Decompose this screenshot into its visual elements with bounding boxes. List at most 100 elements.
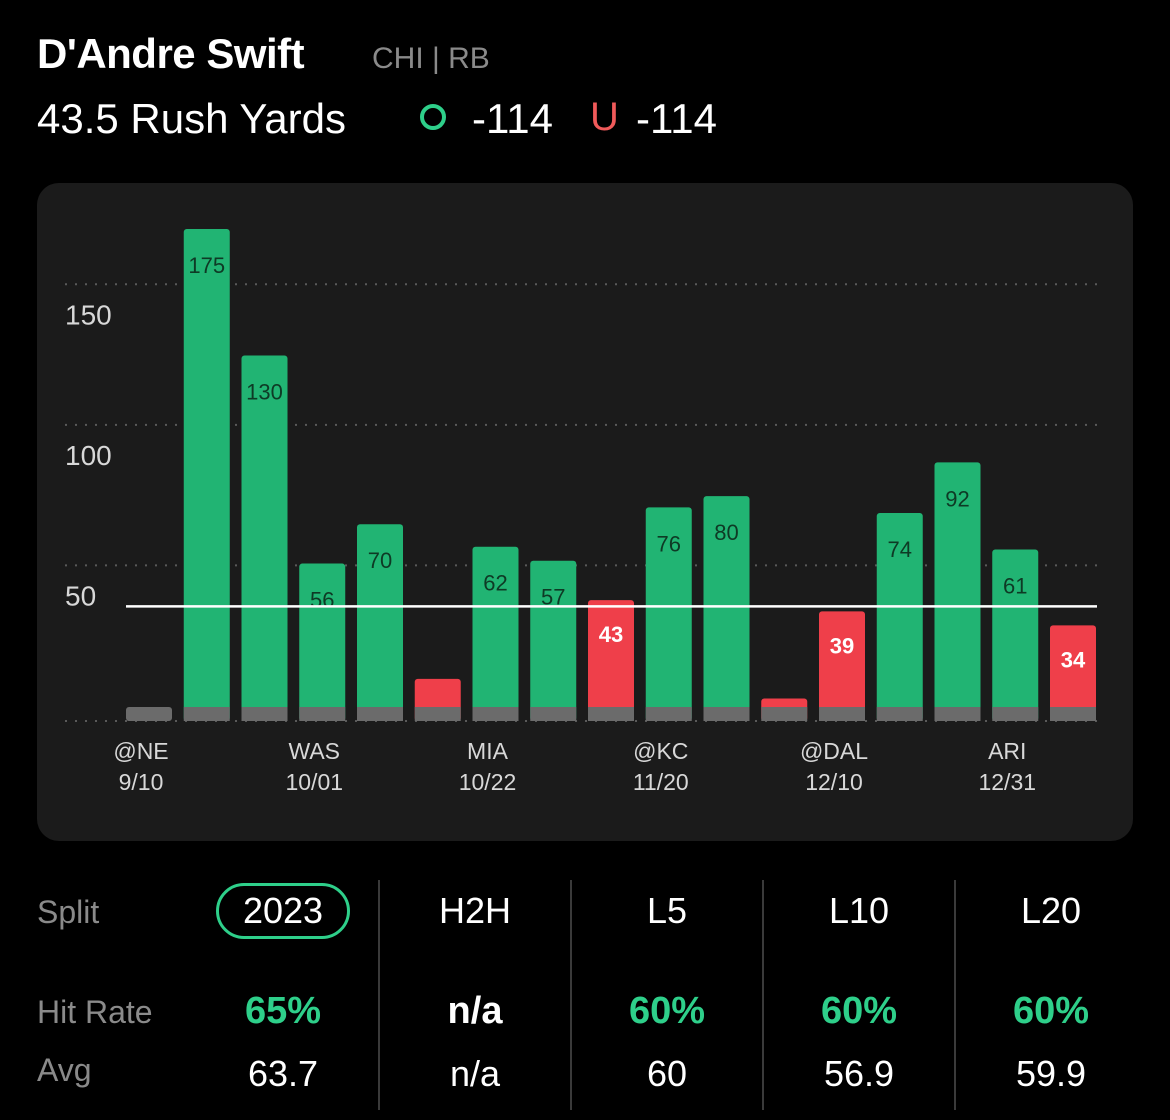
hit-rate-value: 60%	[1012, 990, 1090, 1032]
split-tab-label: 2023	[215, 883, 351, 939]
bar-base	[299, 707, 346, 721]
hit-rate-value: 60%	[820, 990, 898, 1032]
x-tick-opponent: @KC	[633, 738, 688, 764]
over-circle-icon[interactable]	[420, 104, 446, 130]
bar-value-label: 175	[188, 253, 225, 278]
avg-value: 63.7	[247, 1053, 319, 1094]
hit-rate-label: Hit Rate	[37, 994, 153, 1030]
x-tick-opponent: MIA	[467, 738, 509, 764]
column-divider	[570, 880, 572, 1110]
bar-base	[472, 707, 519, 721]
bar-value-label: 74	[888, 537, 912, 562]
column-divider	[762, 880, 764, 1110]
prop-line: 43.5 Rush Yards	[37, 95, 346, 142]
hit-rate-value: 60%	[628, 990, 706, 1032]
bar-base	[761, 707, 808, 721]
bar	[472, 546, 519, 721]
split-tab[interactable]: L5	[572, 890, 762, 932]
bar-base	[703, 707, 750, 721]
x-tick-date: 9/10	[119, 769, 164, 795]
bar-base	[645, 707, 692, 721]
bar-base	[414, 707, 461, 721]
bar	[299, 563, 346, 721]
x-tick-opponent: WAS	[288, 738, 340, 764]
bar-base	[992, 707, 1039, 721]
bar	[183, 229, 230, 721]
bar-value-label: 62	[483, 571, 507, 596]
x-tick-opponent: @NE	[113, 738, 168, 764]
bar-value-label: 39	[830, 633, 854, 658]
split-tab[interactable]: 2023	[188, 883, 378, 939]
bar-value-label: 56	[310, 588, 334, 613]
split-column-l20[interactable]: L20 60% 59.9	[956, 870, 1146, 1110]
split-column-l5[interactable]: L5 60% 60	[572, 870, 762, 1110]
bar-value-label: 130	[246, 380, 283, 405]
y-tick-label: 100	[65, 440, 112, 471]
bar	[530, 560, 577, 721]
over-odds[interactable]: -114	[472, 95, 553, 142]
split-column-h2h[interactable]: H2H n/a n/a	[380, 870, 570, 1110]
split-tab[interactable]: H2H	[380, 890, 570, 932]
bar-base	[819, 707, 865, 721]
x-tick-opponent: ARI	[988, 738, 1026, 764]
bar-value-label: 70	[368, 548, 392, 573]
split-tab-label: H2H	[438, 890, 512, 931]
bar-base	[126, 707, 172, 721]
hit-rate-value: 65%	[244, 990, 322, 1032]
hit-rate-value: n/a	[447, 990, 503, 1032]
bar-base	[876, 707, 923, 721]
x-tick-date: 10/22	[459, 769, 517, 795]
bar	[703, 496, 750, 721]
avg-value: 59.9	[1015, 1053, 1087, 1094]
bar-base	[357, 707, 403, 721]
bar-value-label: 76	[657, 531, 681, 556]
bar-value-label: 80	[714, 520, 738, 545]
bar-base	[183, 707, 230, 721]
player-name: D'Andre Swift	[37, 30, 305, 77]
bar	[357, 524, 403, 721]
bar-base	[241, 707, 288, 721]
y-tick-label: 50	[65, 580, 96, 611]
bar-value-label: 92	[945, 486, 969, 511]
bar	[588, 600, 634, 721]
split-column-2023[interactable]: 2023 65% 63.7	[188, 870, 378, 1110]
column-divider	[378, 880, 380, 1110]
team-position: CHI | RB	[372, 42, 490, 75]
under-label-icon[interactable]: U	[590, 95, 619, 139]
split-tab[interactable]: L20	[956, 890, 1146, 932]
split-tab-label: L10	[828, 890, 890, 931]
split-label: Split	[37, 894, 100, 930]
split-tab-label: L20	[1020, 890, 1082, 931]
split-tab[interactable]: L10	[764, 890, 954, 932]
avg-value: n/a	[449, 1053, 501, 1094]
bar	[819, 611, 865, 721]
bar	[934, 462, 981, 721]
bar-base	[530, 707, 577, 721]
bar	[241, 355, 288, 721]
y-tick-label: 150	[65, 299, 112, 330]
bar-value-label: 61	[1003, 574, 1027, 599]
bar	[876, 512, 923, 721]
x-tick-opponent: @DAL	[800, 738, 868, 764]
x-tick-date: 12/31	[978, 769, 1036, 795]
split-tab-label: L5	[646, 890, 688, 931]
bar	[992, 549, 1039, 721]
avg-label: Avg	[37, 1052, 92, 1088]
bar-value-label: 34	[1061, 647, 1086, 672]
split-column-l10[interactable]: L10 60% 56.9	[764, 870, 954, 1110]
avg-value: 56.9	[823, 1053, 895, 1094]
chart-card: 50 100 150 175 130 56 70 62 57 43 76 80 39 74 92 61 34 @N…	[37, 183, 1133, 841]
x-tick-date: 12/10	[805, 769, 863, 795]
bar-base	[1050, 707, 1096, 721]
bar-base	[934, 707, 981, 721]
bar-base	[588, 707, 634, 721]
avg-value: 60	[646, 1053, 688, 1094]
x-tick-date: 10/01	[285, 769, 343, 795]
bar-value-label: 43	[599, 622, 623, 647]
column-divider	[954, 880, 956, 1110]
x-tick-date: 11/20	[633, 769, 689, 795]
split-stats: Split Hit Rate Avg 2023 65% 63.7 H2H n/a n/a L…	[0, 870, 1170, 1120]
under-odds[interactable]: -114	[636, 95, 717, 142]
